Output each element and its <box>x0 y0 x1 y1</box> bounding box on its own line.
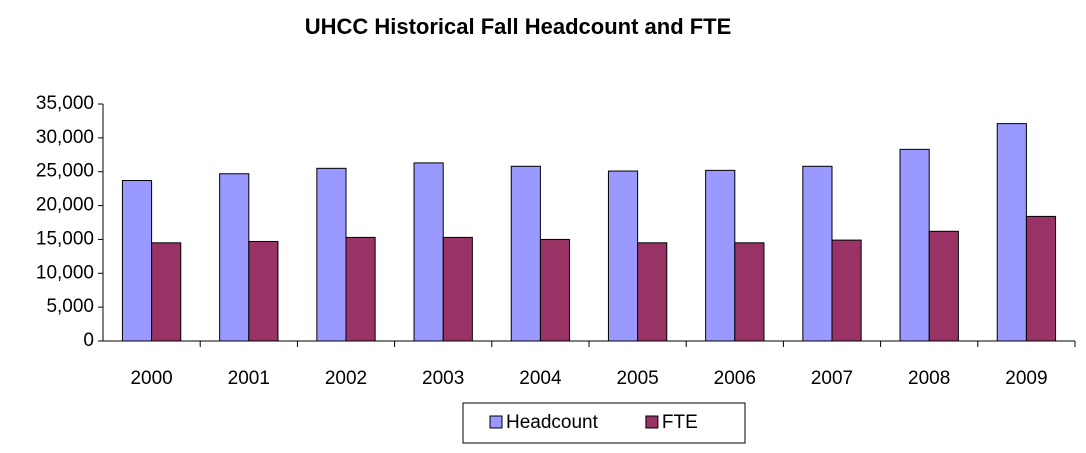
legend-box <box>462 402 746 444</box>
bar <box>705 169 736 342</box>
bar <box>802 165 833 342</box>
x-tick-label: 2009 <box>1005 368 1047 389</box>
x-tick-label: 2006 <box>714 368 756 389</box>
bar <box>151 242 182 342</box>
x-tick-label: 2007 <box>811 368 853 389</box>
y-tick-label: 5,000 <box>46 296 94 317</box>
bar <box>345 236 376 342</box>
y-tick-label: 10,000 <box>36 262 94 283</box>
x-tick-label: 2003 <box>422 368 464 389</box>
bar <box>996 123 1027 342</box>
x-tick-label: 2000 <box>130 368 172 389</box>
y-tick-label: 35,000 <box>36 93 94 114</box>
y-tick-label: 15,000 <box>36 228 94 249</box>
chart-title: UHCC Historical Fall Headcount and FTE <box>305 14 732 39</box>
bar <box>607 170 639 342</box>
x-tick-label: 2001 <box>228 368 270 389</box>
legend-swatch <box>645 415 659 429</box>
bar <box>510 165 541 342</box>
bar <box>734 242 765 342</box>
y-tick-label: 25,000 <box>36 161 94 182</box>
x-tick-label: 2008 <box>908 368 950 389</box>
bar <box>248 240 279 342</box>
x-tick-label: 2004 <box>519 368 562 389</box>
legend-label: FTE <box>662 412 698 433</box>
bar <box>637 242 668 342</box>
y-tick-label: 20,000 <box>36 195 94 216</box>
bar <box>413 162 444 342</box>
x-tick-label: 2002 <box>325 368 367 389</box>
y-tick-label: 0 <box>83 330 94 351</box>
y-tick-label: 30,000 <box>36 127 94 148</box>
bar <box>442 236 473 342</box>
x-tick-label: 2005 <box>616 368 658 389</box>
bar <box>316 167 347 342</box>
bar <box>1025 215 1057 342</box>
bar <box>928 230 959 342</box>
bar <box>539 238 571 342</box>
bar <box>219 173 250 342</box>
bar <box>121 180 153 342</box>
legend-label: Headcount <box>506 412 599 433</box>
bar <box>831 239 862 342</box>
legend-swatch <box>489 415 503 429</box>
bar <box>899 148 930 342</box>
